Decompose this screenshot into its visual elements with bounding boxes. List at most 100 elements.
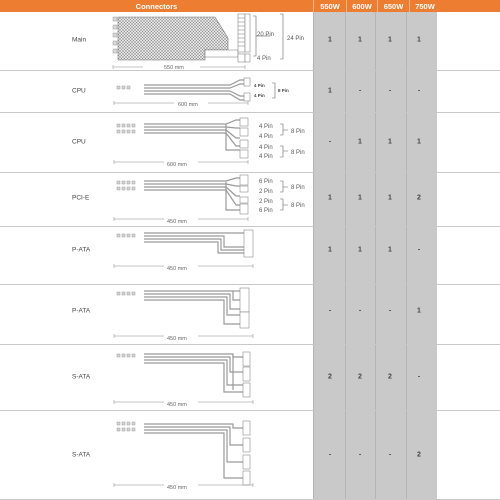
value-cell: 1 (417, 307, 421, 315)
cpu-dual-cable-illustration: 4 Pin 4 Pin 4 Pin 4 Pin 8 Pin 8 Pin 600 … (113, 117, 305, 168)
value-cell: 1 (328, 87, 332, 95)
value-cell: 1 (388, 138, 392, 146)
table-row (0, 172, 500, 227)
row-label-main: Main (72, 36, 87, 44)
pin-label: 4 Pin (259, 145, 273, 151)
value-cell: 1 (358, 138, 362, 146)
pin-label-combined: 8 Pin (291, 129, 305, 135)
row-label-pata: P-ATA (72, 307, 91, 315)
row-label-cpu: CPU (72, 138, 86, 146)
pin-label-combined: 24 Pin (287, 36, 304, 42)
main-connector (237, 13, 251, 63)
value-column-550w (313, 12, 345, 500)
value-column-600w (345, 12, 375, 500)
main-cable-illustration: 20 Pin 4 Pin 24 Pin 550 mm (112, 13, 304, 71)
pin-label: 4 Pin (254, 93, 265, 98)
value-cell: 1 (358, 246, 362, 254)
pin-label: 6 Pin (259, 208, 273, 214)
sata-cable-illustration: 450 mm (113, 351, 254, 408)
value-cell: - (358, 451, 362, 459)
value-cell: - (328, 451, 332, 459)
table-row (0, 226, 500, 285)
row-label-cpu: CPU (72, 87, 86, 95)
value-cell: 2 (358, 373, 362, 381)
cable-length: 450 mm (167, 402, 187, 408)
header-model-600w: 600W (346, 0, 377, 12)
value-cell: 1 (388, 246, 392, 254)
sata-quad-cable-illustration: 450 mm (113, 420, 254, 491)
value-column-650w (375, 12, 406, 500)
pin-label: 20 Pin (257, 32, 274, 38)
table-row (0, 70, 500, 113)
sata-connector (242, 351, 251, 398)
header-model-650w: 650W (377, 0, 409, 12)
sata-connector (242, 420, 251, 486)
value-cell: 1 (417, 138, 421, 146)
row-label-pata: P-ATA (72, 246, 91, 254)
cpu-connector (243, 77, 251, 102)
row-label-sata: S-ATA (72, 373, 91, 381)
pata-cable-illustration: 450 mm (113, 229, 254, 272)
value-cell: 1 (328, 36, 332, 44)
value-cell: 2 (417, 194, 421, 202)
pin-label: 6 Pin (259, 179, 273, 185)
pin-label: 4 Pin (259, 154, 273, 160)
value-cell: 2 (328, 373, 332, 381)
table-row (0, 112, 500, 173)
value-cell: - (388, 451, 392, 459)
cable-length: 600 mm (167, 162, 187, 168)
pcie-cable-illustration: 6 Pin 2 Pin 2 Pin 6 Pin 8 Pin 8 Pin 450 … (113, 174, 305, 225)
row-label-pcie: PCI-E (72, 194, 90, 202)
pin-label: 4 Pin (257, 56, 271, 62)
value-cell: - (417, 87, 421, 95)
molex-connector (243, 229, 254, 258)
value-cell: - (358, 87, 362, 95)
cable-length: 450 mm (167, 336, 187, 342)
cpu-connector (239, 117, 249, 159)
value-cell: - (358, 307, 362, 315)
pin-label: 4 Pin (259, 124, 273, 130)
pin-label: 4 Pin (259, 134, 273, 140)
value-cell: - (328, 307, 332, 315)
cable-length: 450 mm (167, 266, 187, 272)
value-cell: 1 (388, 194, 392, 202)
value-cell: 2 (417, 451, 421, 459)
sleeved-cable (117, 16, 206, 61)
value-cell: - (388, 307, 392, 315)
table-row (0, 344, 500, 411)
pin-label: 2 Pin (259, 189, 273, 195)
header-model-550w: 550W (313, 0, 346, 12)
table-row (0, 12, 500, 71)
molex-connector (239, 287, 250, 329)
value-cell: 1 (358, 36, 362, 44)
pata-dual-cable-illustration: 450 mm (113, 287, 254, 342)
pin-label-combined: 8 Pin (278, 88, 289, 93)
cpu-cable-illustration: 4 Pin 4 Pin 8 Pin 600 mm (113, 77, 289, 108)
value-cell: - (417, 373, 421, 381)
pin-label-combined: 8 Pin (291, 203, 305, 209)
row-label-sata: S-ATA (72, 451, 91, 459)
value-cell: 1 (417, 36, 421, 44)
cable-length: 450 mm (167, 485, 187, 491)
table-header: Connectors 550W 600W 650W 750W (0, 0, 500, 12)
header-model-750w: 750W (409, 0, 440, 12)
value-cell: - (328, 138, 332, 146)
table-row (0, 284, 500, 345)
pin-label-combined: 8 Pin (291, 185, 305, 191)
pcie-connector (239, 174, 249, 215)
pin-label: 2 Pin (259, 199, 273, 205)
cable-length: 550 mm (164, 65, 184, 71)
pin-label-combined: 8 Pin (291, 150, 305, 156)
cable-length: 600 mm (178, 102, 198, 108)
value-cell: - (417, 246, 421, 254)
value-cell: 1 (358, 194, 362, 202)
pin-label: 4 Pin (254, 83, 265, 88)
value-column-750w (406, 12, 437, 500)
value-cell: 1 (328, 194, 332, 202)
value-cell: 1 (388, 36, 392, 44)
value-cell: - (388, 87, 392, 95)
header-connectors: Connectors (135, 1, 178, 11)
value-cell: 2 (388, 373, 392, 381)
